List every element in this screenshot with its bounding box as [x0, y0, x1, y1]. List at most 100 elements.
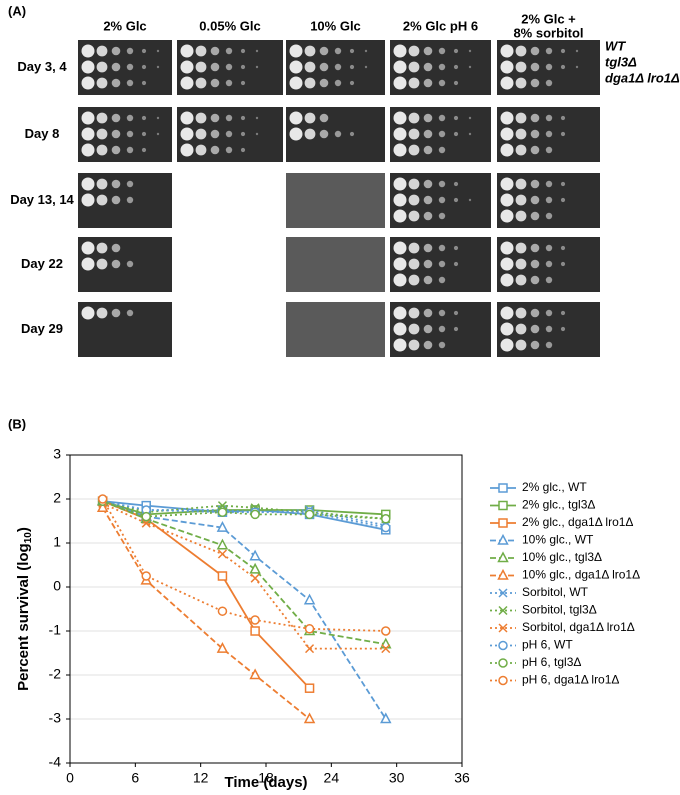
- yeast-spot: [423, 62, 433, 72]
- marker: [305, 644, 315, 654]
- yeast-spot: [500, 306, 514, 320]
- marker: [141, 511, 151, 522]
- yeast-spot: [111, 308, 121, 318]
- column-header: 0.05% Glc: [199, 18, 260, 33]
- yeast-spot: [393, 241, 407, 255]
- yeast-spot: [96, 307, 108, 319]
- yeast-spot: [81, 127, 95, 141]
- yeast-spot: [225, 146, 233, 154]
- yeast-spot: [530, 259, 540, 269]
- yeast-spot: [515, 61, 527, 73]
- x-tick-label: 6: [131, 770, 139, 786]
- yeast-spot: [408, 178, 420, 190]
- marker: [304, 683, 315, 693]
- column-header: 2% Glc +: [521, 11, 576, 26]
- yeast-spot: [545, 146, 553, 154]
- yeast-spot: [393, 127, 407, 141]
- yeast-spot: [180, 111, 194, 125]
- yeast-spot: [453, 115, 459, 121]
- yeast-spot: [195, 45, 207, 57]
- yeast-spot: [111, 129, 121, 139]
- yeast-spot: [195, 112, 207, 124]
- yeast-spot: [453, 326, 459, 332]
- legend-label: 10% glc., dga1Δ lro1Δ: [522, 568, 640, 582]
- yeast-spot: [423, 324, 433, 334]
- yeast-spot: [195, 128, 207, 140]
- yeast-spot: [81, 44, 95, 58]
- yeast-spot: [560, 245, 566, 251]
- yeast-spot: [438, 146, 446, 154]
- yeast-spot: [423, 340, 433, 350]
- marker: [381, 644, 391, 654]
- row-label: Day 29: [21, 321, 63, 336]
- legend-label: pH 6, WT: [522, 638, 573, 652]
- yeast-spot: [545, 276, 553, 284]
- yeast-spot: [289, 127, 303, 141]
- yeast-spot: [393, 322, 407, 336]
- yeast-spot: [545, 309, 553, 317]
- yeast-spot: [225, 79, 233, 87]
- legend-marker: [498, 623, 508, 633]
- legend-label: Sorbitol, WT: [522, 585, 589, 599]
- yeast-spot: [575, 49, 579, 53]
- y-tick-label: -1: [49, 622, 62, 638]
- yeast-spot: [453, 80, 459, 86]
- yeast-spot: [81, 111, 95, 125]
- yeast-spot: [423, 129, 433, 139]
- yeast-spot: [530, 129, 540, 139]
- yeast-spot: [393, 143, 407, 157]
- yeast-spot: [530, 195, 540, 205]
- yeast-spot: [289, 76, 303, 90]
- legend-marker: [498, 675, 508, 686]
- yeast-spot: [438, 260, 446, 268]
- row-label: Day 3, 4: [17, 59, 67, 74]
- yeast-spot: [81, 306, 95, 320]
- yeast-spot: [453, 64, 459, 70]
- marker: [216, 641, 229, 653]
- yeast-spot: [408, 45, 420, 57]
- yeast-spot: [289, 60, 303, 74]
- x-axis-label: Time (days): [224, 774, 307, 791]
- yeast-spot: [180, 60, 194, 74]
- yeast-spot: [408, 323, 420, 335]
- marker: [141, 518, 151, 528]
- legend-label: 2% glc., dga1Δ lro1Δ: [522, 515, 633, 529]
- yeast-spot: [500, 60, 514, 74]
- legend-marker: [497, 551, 509, 563]
- yeast-spot: [81, 60, 95, 74]
- yeast-spot: [126, 146, 134, 154]
- yeast-spot: [319, 62, 329, 72]
- yeast-spot: [393, 177, 407, 191]
- marker: [141, 571, 151, 581]
- yeast-spot: [423, 243, 433, 253]
- yeast-spot: [423, 179, 433, 189]
- yeast-spot: [468, 65, 472, 69]
- yeast-spot: [545, 341, 553, 349]
- yeast-spot: [560, 326, 566, 332]
- marker: [217, 501, 227, 511]
- legend-label: Sorbitol, tgl3Δ: [522, 603, 597, 617]
- marker: [304, 624, 315, 634]
- yeast-spot: [81, 257, 95, 271]
- yeast-spot: [96, 178, 108, 190]
- yeast-spot: [304, 61, 316, 73]
- yeast-spot: [393, 273, 407, 287]
- yeast-spot: [180, 143, 194, 157]
- yeast-spot: [453, 197, 459, 203]
- yeast-spot: [81, 76, 95, 90]
- yeast-spot: [210, 46, 220, 56]
- yeast-spot: [453, 48, 459, 54]
- yeast-spot: [530, 62, 540, 72]
- yeast-spot: [468, 49, 472, 53]
- marker: [250, 573, 260, 583]
- yeast-spot: [515, 45, 527, 57]
- yeast-spot: [304, 112, 316, 124]
- yeast-spot: [111, 46, 121, 56]
- y-tick-label: 3: [53, 446, 61, 462]
- yeast-spot: [289, 44, 303, 58]
- marker: [303, 593, 316, 605]
- marker: [96, 501, 109, 513]
- yeast-spot: [81, 193, 95, 207]
